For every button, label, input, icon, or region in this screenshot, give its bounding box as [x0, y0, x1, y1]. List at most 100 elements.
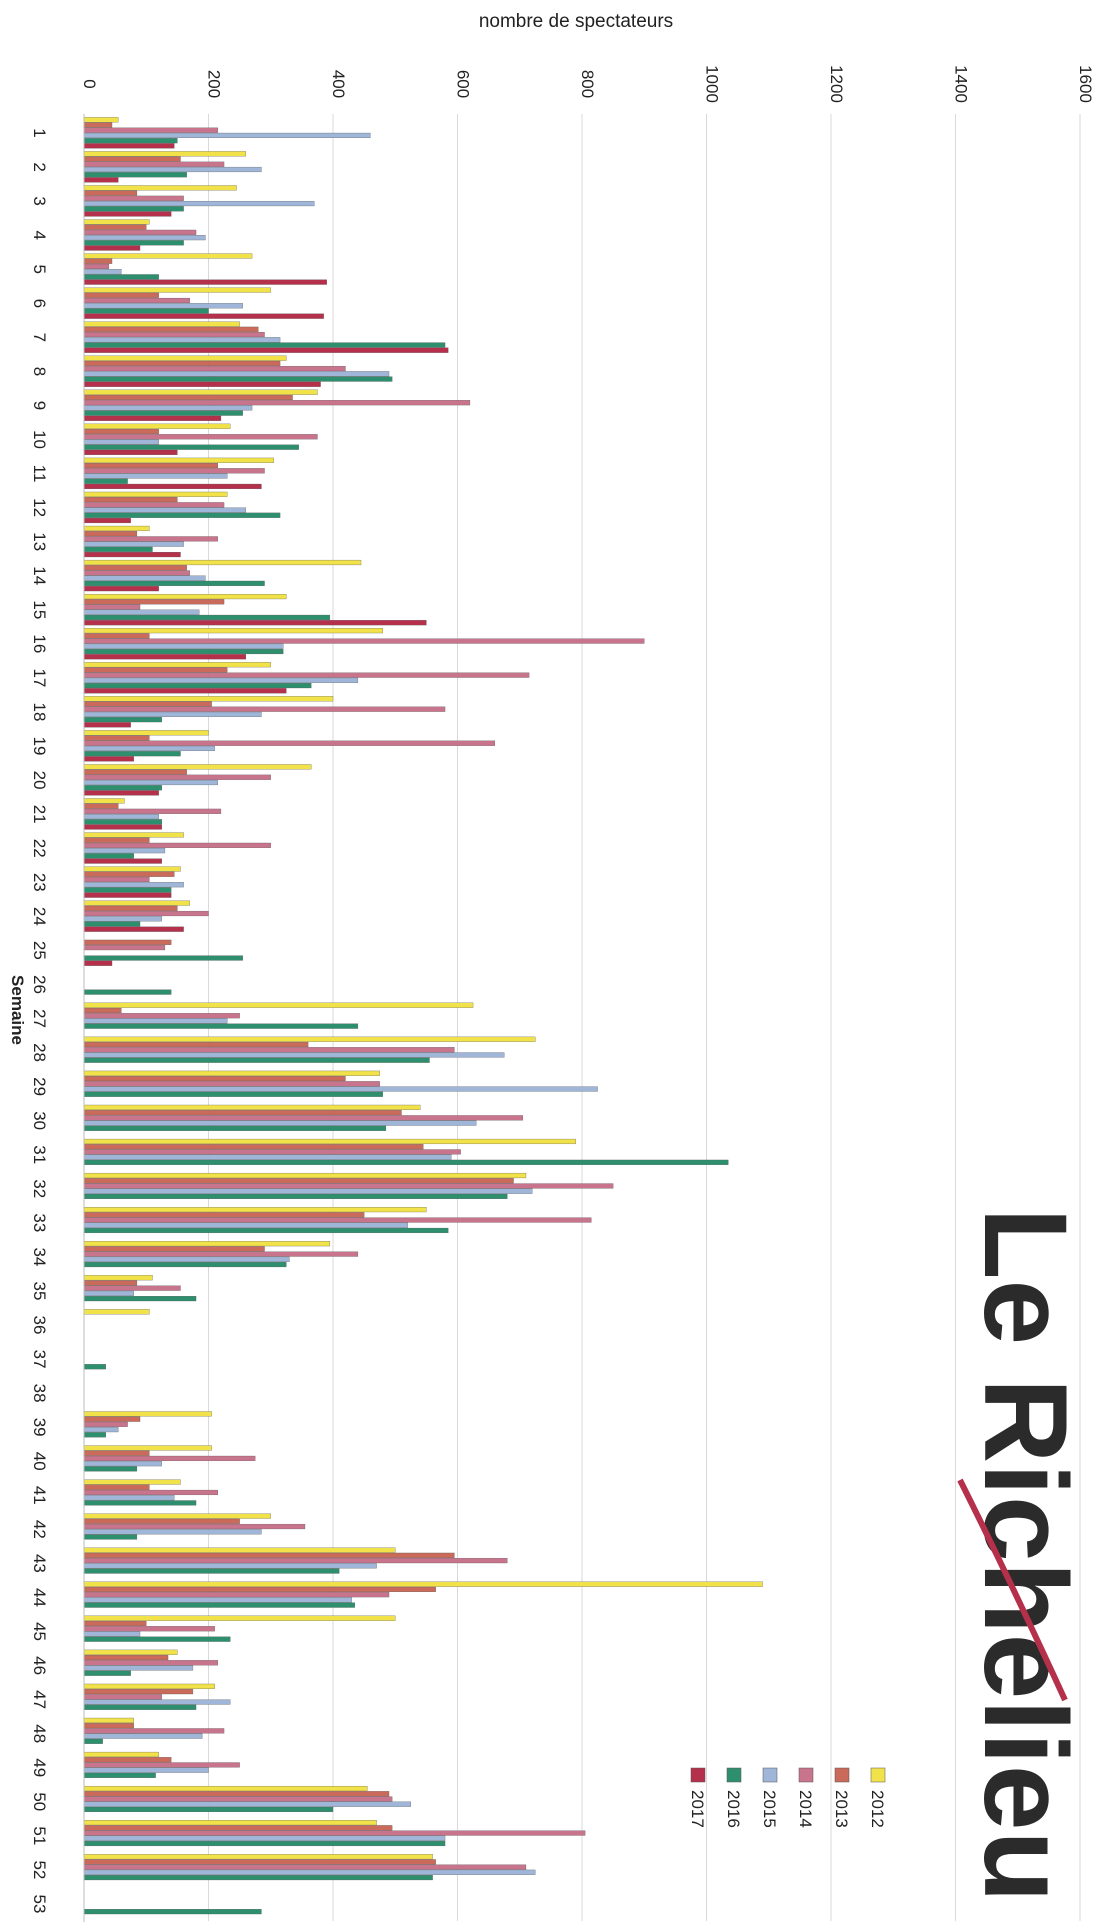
bar [83, 410, 243, 416]
bar [83, 1479, 181, 1485]
bar [83, 434, 318, 440]
bar [83, 1529, 262, 1535]
bar [83, 172, 187, 178]
bar [83, 711, 262, 717]
week-tick-label: 24 [30, 907, 49, 926]
week-tick-label: 9 [30, 401, 49, 410]
bar [83, 1830, 586, 1836]
y-axis-title: Semaine [8, 975, 27, 1045]
value-tick-label: 0 [80, 79, 99, 88]
bar [83, 423, 231, 429]
bar [83, 473, 228, 479]
week-tick-label: 50 [30, 1792, 49, 1811]
value-tick-label: 1000 [703, 65, 722, 103]
week-tick-label: 19 [30, 737, 49, 756]
bar [83, 1552, 455, 1558]
bar [83, 892, 172, 898]
bar [83, 745, 215, 752]
bar [83, 143, 175, 149]
bar [83, 546, 153, 552]
week-tick-label: 26 [30, 975, 49, 994]
bar [83, 331, 265, 338]
bar [83, 1649, 178, 1655]
bar [83, 1699, 231, 1705]
bar [83, 633, 150, 639]
bar [83, 360, 281, 366]
bar [83, 1432, 106, 1438]
bar [83, 819, 162, 825]
bar [83, 900, 190, 906]
bar [83, 1416, 141, 1422]
bar [83, 1586, 436, 1592]
week-tick-label: 32 [30, 1179, 49, 1198]
bar [83, 457, 275, 463]
logo-text: Le Richelieu [959, 1207, 1091, 1902]
week-tick-label: 45 [30, 1622, 49, 1641]
bar [83, 1568, 340, 1574]
week-tick-label: 4 [30, 230, 49, 239]
bar [83, 1615, 396, 1621]
bar [83, 1694, 162, 1700]
bar [83, 1159, 729, 1165]
legend-swatch [762, 1767, 778, 1783]
bar [83, 308, 209, 314]
bar [83, 1183, 614, 1189]
bar [83, 127, 218, 133]
logo-swoosh [957, 1478, 1068, 1702]
bar [83, 876, 150, 883]
bar [83, 1047, 455, 1053]
week-tick-label: 53 [30, 1895, 49, 1914]
bar [83, 1041, 309, 1048]
bar [83, 1172, 527, 1179]
bar [83, 672, 530, 678]
bar [83, 200, 315, 207]
bar [83, 1212, 365, 1218]
bar [83, 117, 119, 123]
bar [83, 1222, 408, 1228]
week-tick-label: 11 [30, 465, 49, 483]
bar [83, 1018, 228, 1024]
bar [83, 790, 159, 796]
bar [83, 1115, 524, 1121]
bar [83, 887, 172, 893]
bar [83, 604, 141, 610]
bar [83, 939, 172, 945]
bar [83, 531, 138, 537]
bar [83, 677, 359, 683]
bar [83, 1854, 433, 1860]
bar [83, 1461, 162, 1467]
bar [83, 292, 159, 298]
bar [83, 366, 346, 372]
bar [83, 1835, 446, 1841]
bar [83, 245, 141, 251]
bar [83, 478, 128, 484]
bar [83, 882, 184, 888]
bar [83, 1450, 150, 1456]
week-tick-label: 6 [30, 299, 49, 308]
bar [83, 575, 206, 581]
value-tick-label: 1600 [1076, 65, 1095, 103]
bar [83, 905, 178, 911]
bar [83, 1874, 433, 1881]
bar [83, 1036, 536, 1042]
week-tick-label: 16 [30, 634, 49, 653]
week-tick-label: 15 [30, 600, 49, 619]
bar [83, 628, 383, 634]
week-tick-label: 42 [30, 1520, 49, 1539]
legend-swatch [834, 1767, 850, 1783]
bar [83, 696, 334, 702]
week-tick-label: 25 [30, 941, 49, 960]
bar [83, 1717, 134, 1723]
bar [83, 326, 259, 332]
bar [83, 785, 162, 791]
legend-label: 2015 [760, 1790, 779, 1828]
bar [83, 667, 228, 673]
bar [83, 1309, 150, 1315]
bar [83, 512, 281, 518]
bar [83, 916, 162, 922]
bar [83, 1772, 156, 1778]
bar [83, 235, 206, 241]
week-tick-label: 48 [30, 1724, 49, 1743]
value-tick-label: 1400 [952, 65, 971, 103]
legend-label: 2016 [724, 1790, 743, 1828]
